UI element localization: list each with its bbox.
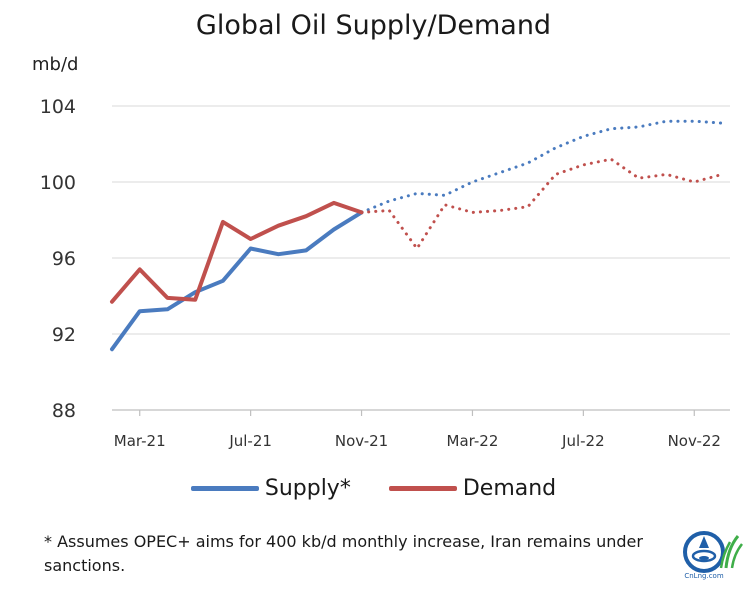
chart-plot: 88 92 96 100 104 Mar-21 Jul-21 Nov-21 Mar-22 Jul-… [32, 54, 730, 450]
logo-icon [683, 531, 743, 573]
y-tick-label-96: 96 [52, 248, 76, 270]
y-tick-label-88: 88 [52, 400, 76, 422]
x-tick-label-Jul-22: Jul-22 [561, 432, 605, 450]
legend: Supply* Demand [0, 476, 747, 501]
legend-item-supply: Supply* [190, 476, 351, 501]
chart-title: Global Oil Supply/Demand [195, 10, 552, 41]
series-line-supply-forecast [360, 119, 724, 214]
legend-label-supply: Supply* [264, 476, 351, 501]
legend-swatch-demand [388, 486, 457, 491]
series-line-supply-actual [110, 210, 364, 352]
legend-swatch-supply [190, 486, 259, 491]
legend-item-demand: Demand [388, 476, 557, 501]
cnlng-logo: CnLng.com [676, 528, 744, 586]
y-tick-label-100: 100 [40, 172, 76, 194]
y-tick-label-92: 92 [52, 324, 76, 346]
series-line-demand-actual [110, 200, 364, 304]
logo-text: CnLng.com [684, 572, 724, 580]
y-axis-unit-label: mb/d [32, 54, 78, 75]
x-tick-label-Jul-21: Jul-21 [228, 432, 272, 450]
footnote: * Assumes OPEC+ aims for 400 kb/d monthl… [44, 532, 643, 575]
series-line-demand-forecast [360, 157, 724, 252]
x-tick-label-Nov-21: Nov-21 [335, 432, 388, 450]
legend-label-demand: Demand [462, 476, 557, 501]
x-tick-label-Nov-22: Nov-22 [668, 432, 721, 450]
y-tick-label-104: 104 [40, 96, 76, 118]
x-tick-label-Mar-21: Mar-21 [114, 432, 166, 450]
x-tick-label-Mar-22: Mar-22 [447, 432, 499, 450]
